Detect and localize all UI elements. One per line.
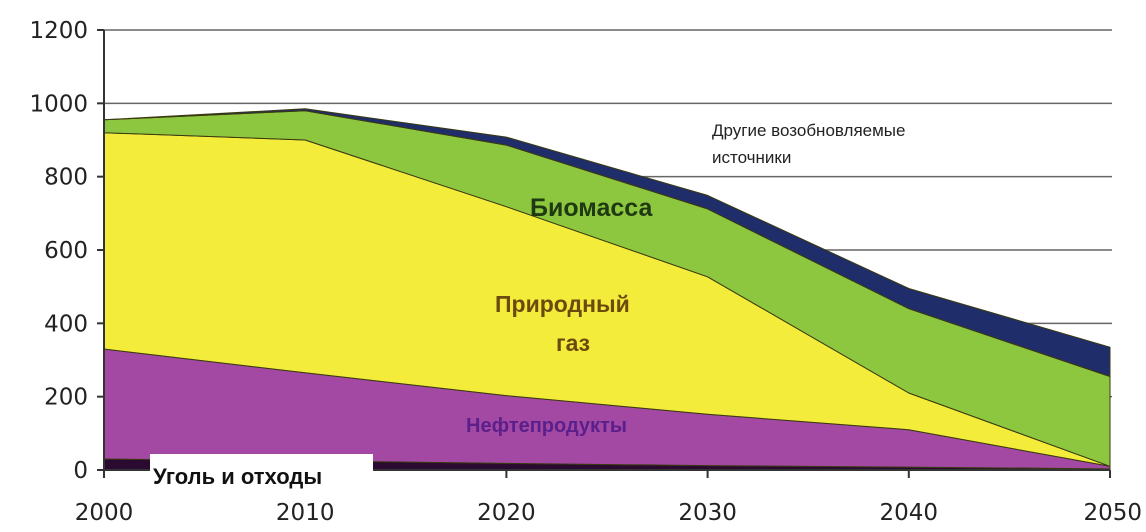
- x-tick-label-2000: 2000: [75, 500, 134, 526]
- y-tick-label-400: 400: [44, 311, 88, 337]
- label-coal-and-waste: Уголь и отходы: [153, 464, 322, 489]
- x-tick-label-2020: 2020: [477, 500, 536, 526]
- area-labels: Другие возобновляемые источники Биомасса…: [150, 121, 905, 492]
- label-biomass: Биомасса: [530, 194, 653, 222]
- y-tick-label-1200: 1200: [29, 18, 88, 44]
- area-series: [103, 108, 1111, 471]
- axes: 0 200 400 600 800 1000 1200 2000 2010 2020 2030 204…: [29, 18, 1142, 526]
- y-tick-label-0: 0: [73, 458, 88, 484]
- x-tick-label-2010: 2010: [276, 500, 335, 526]
- label-oil-products: Нефтепродукты: [466, 415, 627, 437]
- label-other-renewables-line1: Другие возобновляемые: [712, 121, 905, 140]
- x-tick-label-2030: 2030: [678, 500, 737, 526]
- x-tick-label-2050: 2050: [1083, 500, 1142, 526]
- x-tick-label-2040: 2040: [880, 500, 939, 526]
- y-tick-label-200: 200: [44, 385, 88, 411]
- label-natural-gas-line2: газ: [556, 330, 590, 356]
- label-coal-background: [150, 454, 373, 492]
- label-other-renewables-line2: источники: [712, 148, 791, 167]
- y-tick-label-1000: 1000: [29, 91, 88, 117]
- area-series-4: [103, 108, 1111, 377]
- y-tick-label-800: 800: [44, 165, 88, 191]
- y-tick-label-600: 600: [44, 238, 88, 264]
- label-natural-gas-line1: Природный: [495, 291, 630, 317]
